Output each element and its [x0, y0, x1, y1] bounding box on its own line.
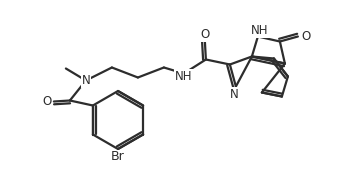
- Text: NH: NH: [175, 70, 193, 83]
- Text: O: O: [301, 30, 311, 43]
- Text: N: N: [81, 74, 90, 87]
- Text: N: N: [230, 88, 238, 101]
- Text: NH: NH: [251, 24, 269, 37]
- Text: O: O: [200, 28, 210, 41]
- Text: Br: Br: [111, 151, 125, 163]
- Text: O: O: [42, 95, 51, 108]
